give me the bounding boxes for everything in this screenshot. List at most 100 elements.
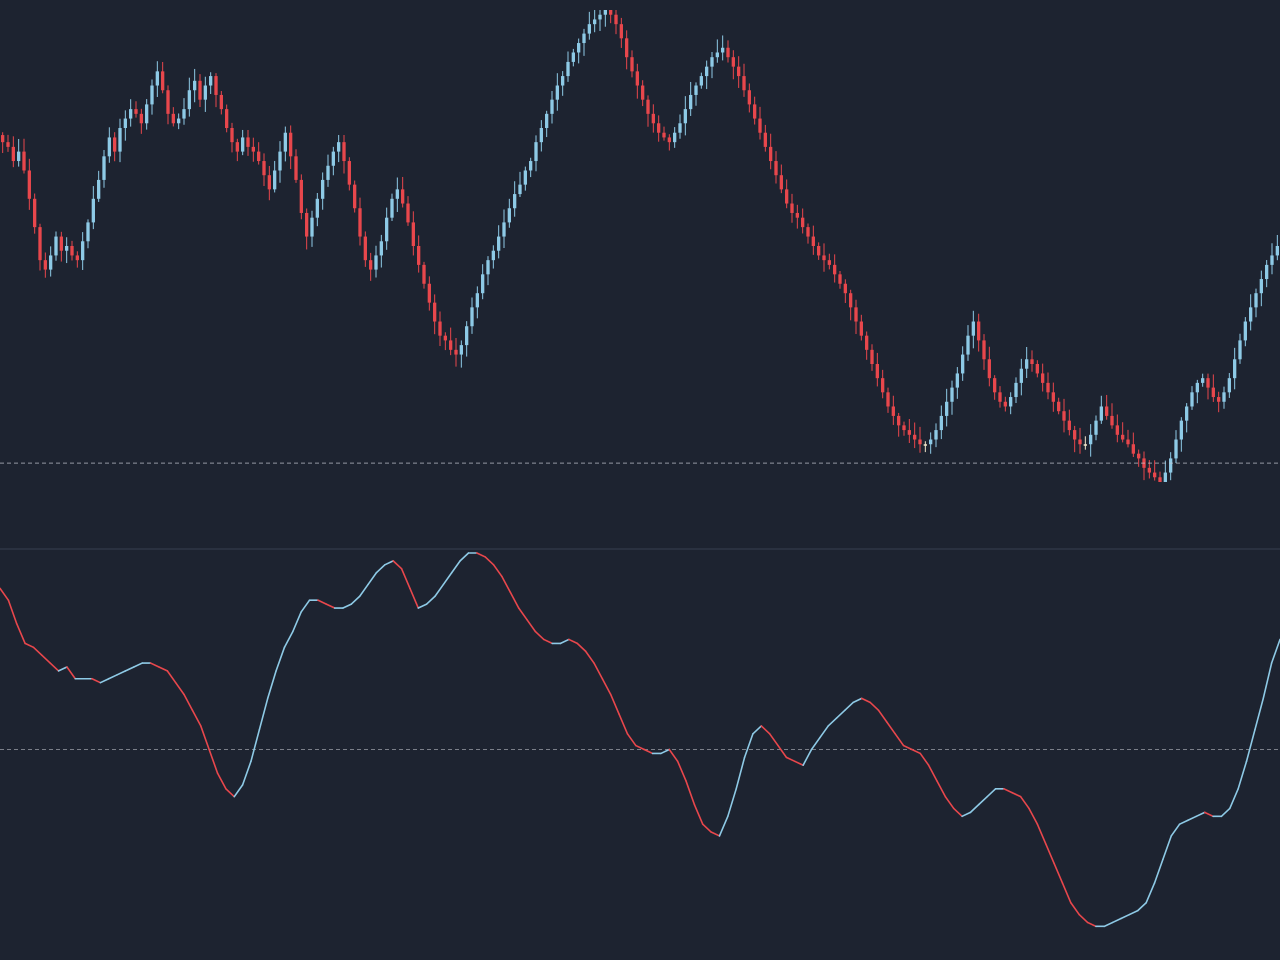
candle-body	[97, 179, 101, 199]
candle-body	[779, 175, 783, 190]
candle-body	[747, 90, 751, 105]
candle-body	[1019, 368, 1023, 383]
candle-body	[385, 217, 389, 242]
oscillator-segment	[292, 611, 302, 633]
oscillator-segment	[283, 630, 294, 649]
candle-body	[1217, 397, 1221, 402]
candle-body	[870, 349, 874, 364]
candle-body	[529, 161, 533, 171]
candle-body	[33, 198, 37, 228]
candle-body	[166, 90, 170, 114]
candle-body	[1211, 387, 1215, 398]
candle-body	[1137, 453, 1141, 459]
candle-body	[438, 321, 442, 336]
candle-body	[81, 241, 85, 261]
oscillator-segment	[91, 677, 102, 684]
candle-body	[331, 151, 335, 166]
candle-body	[859, 321, 863, 336]
candle-body	[731, 57, 735, 67]
candle-body	[1222, 392, 1226, 402]
oscillator-segment	[1262, 662, 1273, 700]
oscillator-segment	[785, 756, 796, 763]
candle-body	[1105, 406, 1109, 416]
oscillator-segment	[1270, 638, 1280, 664]
candle-body	[545, 113, 549, 128]
candle-body	[913, 434, 917, 440]
candle-body	[1051, 392, 1055, 402]
oscillator-segment	[986, 787, 997, 798]
candle-body	[945, 401, 949, 416]
candle-body	[1153, 472, 1157, 478]
candle-body	[54, 236, 58, 256]
candle-body	[209, 76, 213, 86]
candle-body	[1062, 411, 1066, 421]
candle-body	[555, 85, 559, 100]
oscillator-segment	[542, 638, 553, 645]
candle-body	[1099, 406, 1103, 421]
oscillator-segment	[1044, 843, 1055, 865]
oscillator-segment	[1019, 795, 1030, 810]
candle-body	[49, 255, 53, 270]
candle-body	[811, 236, 815, 246]
candle-body	[358, 208, 362, 237]
oscillator-segment	[107, 674, 118, 680]
candle-body	[1083, 444, 1087, 446]
candle-body	[443, 335, 447, 341]
oscillator-segment	[944, 795, 955, 810]
oscillator-segment	[961, 811, 972, 818]
oscillator-segment	[133, 662, 144, 668]
candle-body	[107, 137, 111, 157]
candle-body	[59, 236, 63, 251]
oscillator-segment	[32, 646, 43, 656]
oscillator-segment	[216, 772, 227, 790]
oscillator-segment	[250, 729, 261, 763]
candle-body	[257, 151, 261, 162]
oscillator-segment	[199, 725, 210, 751]
oscillator-segment	[358, 583, 369, 598]
oscillator-segment	[768, 732, 779, 747]
candle-body	[694, 85, 698, 95]
oscillator-segment	[660, 748, 671, 755]
candle-body	[507, 208, 511, 223]
oscillator-segment	[517, 607, 528, 621]
candle-body	[433, 302, 437, 322]
oscillator-segment	[969, 803, 980, 814]
oscillator-segment	[317, 599, 328, 605]
oscillator-segment	[1070, 901, 1081, 916]
candle-body	[118, 128, 122, 152]
candle-body	[235, 142, 239, 152]
candle-body	[65, 246, 69, 251]
oscillator-segment	[927, 764, 938, 782]
candle-body	[454, 349, 458, 355]
oscillator-segment	[718, 815, 729, 837]
oscillator-segment	[1086, 921, 1097, 928]
candle-body	[1227, 378, 1231, 393]
candle-body	[203, 85, 207, 100]
candle-body	[1003, 401, 1007, 407]
oscillator-segment	[484, 556, 495, 566]
candle-body	[267, 175, 271, 190]
oscillator-segment	[1028, 807, 1039, 825]
candle-body	[486, 260, 490, 275]
candle-body	[70, 246, 74, 256]
candle-body	[337, 142, 341, 152]
candle-body	[1249, 307, 1253, 322]
candle-body	[689, 94, 693, 110]
candle-body	[326, 165, 330, 180]
candle-body	[822, 255, 826, 261]
oscillator-segment	[1187, 815, 1198, 822]
oscillator-segment	[392, 560, 403, 570]
candle-body	[417, 246, 421, 265]
oscillator-segment	[342, 603, 353, 609]
oscillator-segment	[743, 732, 754, 759]
candle-body	[363, 236, 367, 261]
oscillator-segment	[300, 599, 311, 613]
oscillator-segment	[1237, 760, 1248, 790]
candle-body	[625, 38, 629, 58]
candlestick-series	[1, 10, 1279, 482]
candle-body	[678, 123, 682, 133]
candle-body	[1270, 255, 1274, 265]
candle-body	[587, 24, 591, 34]
oscillator-segment	[1145, 882, 1156, 904]
candle-body	[1094, 420, 1098, 435]
